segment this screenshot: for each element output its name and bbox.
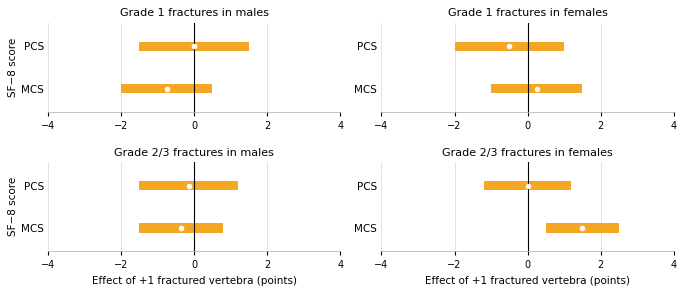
Bar bbox=[140, 223, 223, 233]
Bar bbox=[140, 181, 238, 190]
Bar bbox=[546, 223, 619, 233]
X-axis label: Effect of +1 fractured vertebra (points): Effect of +1 fractured vertebra (points) bbox=[425, 276, 630, 286]
Y-axis label: SF−8 score: SF−8 score bbox=[8, 177, 18, 236]
Bar bbox=[491, 84, 582, 93]
Bar bbox=[455, 42, 564, 51]
Title: Grade 1 fractures in males: Grade 1 fractures in males bbox=[120, 8, 269, 18]
Bar bbox=[484, 181, 571, 190]
Title: Grade 2/3 fractures in females: Grade 2/3 fractures in females bbox=[443, 148, 613, 158]
Bar bbox=[121, 84, 212, 93]
Title: Grade 1 fractures in females: Grade 1 fractures in females bbox=[447, 8, 608, 18]
Y-axis label: SF−8 score: SF−8 score bbox=[8, 38, 18, 97]
X-axis label: Effect of +1 fractured vertebra (points): Effect of +1 fractured vertebra (points) bbox=[92, 276, 297, 286]
Bar bbox=[140, 42, 249, 51]
Title: Grade 2/3 fractures in males: Grade 2/3 fractures in males bbox=[114, 148, 274, 158]
